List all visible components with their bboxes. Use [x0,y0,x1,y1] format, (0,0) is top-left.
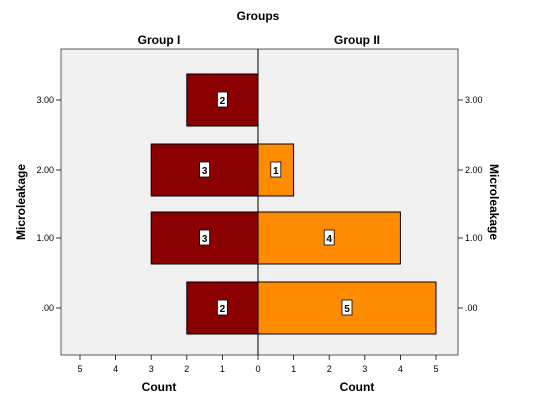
y-tick-label-left: 1.00 [36,233,54,243]
y-axis-label-left: Microleakage [14,164,28,240]
x-axis-label-right: Count [340,380,375,394]
y-tick-label-left: 2.00 [36,165,54,175]
x-axis-label-left: Count [142,380,177,394]
y-axis-label-right: Microleakage [487,164,501,240]
x-tick-label: 5 [77,364,82,374]
x-tick-label: 0 [255,364,260,374]
y-tick-label-left: .00 [41,303,54,313]
data-label: 3 [202,166,208,177]
data-label-box [323,229,335,246]
y-tick-label-right: .00 [465,303,478,313]
x-tick-label: 3 [149,364,154,374]
data-label-box [199,161,211,178]
group-1-title: Group I [138,33,181,47]
ticks-layer: .00 .00 1.00 1.00 2.00 2.00 3.00 3.00 5 4 3 2 1 0 1 2 3 4… [36,95,482,374]
x-tick-label: 3 [362,364,367,374]
x-tick-label: 4 [398,364,403,374]
bars-layer: 2 3 3 2 5 4 1 [150,73,437,335]
data-label: 4 [326,234,332,245]
data-label: 1 [273,166,279,177]
bar-group-2-1 [257,211,401,265]
data-label-box [216,91,228,108]
y-tick-label-right: 1.00 [465,233,483,243]
y-tick-label-right: 3.00 [465,95,483,105]
x-tick-label: 1 [220,364,225,374]
group-2-title: Group II [334,33,380,47]
chart-title: Groups [237,9,280,23]
data-label-box [199,229,211,246]
data-label-box [341,299,353,316]
data-label: 2 [220,304,226,315]
x-tick-label: 2 [327,364,332,374]
x-tick-label: 5 [433,364,438,374]
data-label-box [270,161,282,178]
x-tick-label: 2 [184,364,189,374]
data-label: 5 [344,304,350,315]
data-label: 2 [220,96,226,107]
data-label-box [216,299,228,316]
x-tick-label: 1 [291,364,296,374]
data-label: 3 [202,234,208,245]
x-tick-label: 4 [113,364,118,374]
y-tick-label-left: 3.00 [36,95,54,105]
y-tick-label-right: 2.00 [465,165,483,175]
